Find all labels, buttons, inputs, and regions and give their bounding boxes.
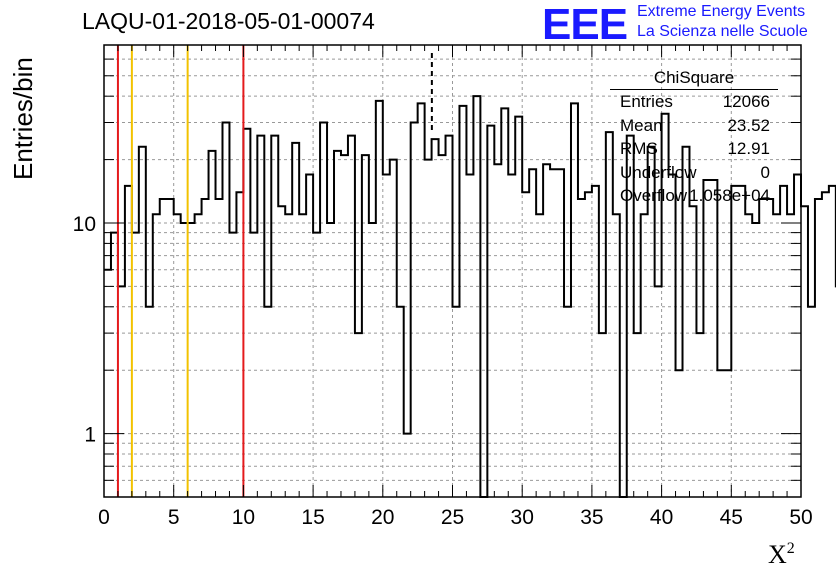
logo-subtitle-2: La Scienza nelle Scuole (637, 23, 808, 40)
x-axis-label-sup: 2 (786, 540, 795, 557)
stats-value: 23.52 (727, 115, 770, 135)
tick-labels: 0 5 10 15 20 25 30 35 40 45 50 1 10 (73, 213, 813, 529)
stats-box: ChiSquare Entries 12066 Mean 23.52 RMS 1… (610, 68, 778, 210)
stats-value: 0 (760, 162, 770, 182)
y-tick-label: 1 (84, 424, 96, 447)
stats-key: Overflow (620, 186, 688, 205)
chart-title: LAQU-01-2018-05-01-00074 (82, 8, 375, 34)
y-tick-label: 10 (73, 213, 96, 236)
stats-row-overflow: Overflow 1.058e+04 (610, 186, 778, 210)
stats-title: ChiSquare (610, 68, 778, 90)
x-tick-label: 20 (371, 506, 394, 529)
x-tick-label: 35 (580, 506, 603, 529)
eee-logo: EEE (542, 0, 628, 49)
stats-row-entries: Entries 12066 (610, 92, 778, 116)
stats-key: RMS (620, 139, 658, 158)
x-tick-label: 30 (511, 506, 534, 529)
x-tick-label: 25 (441, 506, 464, 529)
stats-key: Entries (620, 92, 673, 111)
x-axis-label: X2 (768, 540, 795, 570)
y-axis-label: Entries/bin (8, 57, 38, 180)
x-tick-label: 5 (168, 506, 180, 529)
x-tick-label: 40 (650, 506, 673, 529)
stats-key: Mean (620, 115, 663, 135)
x-tick-label: 50 (789, 506, 812, 529)
stats-value: 12066 (722, 92, 770, 111)
stats-row-rms: RMS 12.91 (610, 139, 778, 163)
reference-lines (116, 45, 433, 497)
axes-frame (103, 44, 802, 498)
stats-value: 1.058e+04 (689, 186, 770, 205)
x-axis-label-base: X (768, 540, 787, 569)
x-tick-label: 45 (720, 506, 743, 529)
x-tick-label: 10 (232, 506, 255, 529)
stats-row-underflow: Underflow 0 (610, 163, 778, 187)
stats-row-mean: Mean 23.52 (610, 116, 778, 140)
stats-key: Underflow (620, 162, 697, 182)
x-tick-label: 0 (98, 506, 110, 529)
stats-value: 12.91 (727, 139, 770, 158)
x-tick-label: 15 (301, 506, 324, 529)
logo-subtitle-1: Extreme Energy Events (637, 3, 806, 20)
